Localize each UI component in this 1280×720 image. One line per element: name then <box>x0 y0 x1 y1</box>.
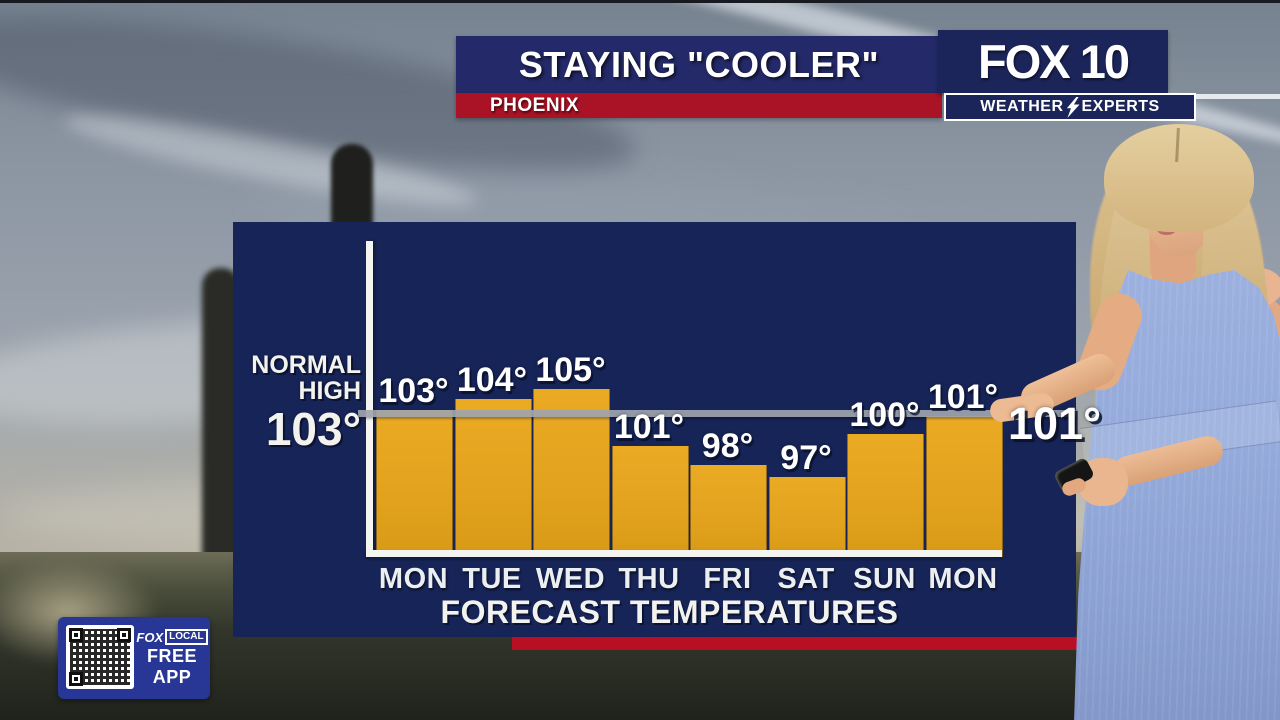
temperature-bar <box>454 399 532 557</box>
day-axis-label: SAT <box>777 563 835 595</box>
bar-value-label: 103° <box>378 372 449 410</box>
fox-local-app-badge: FOX LOCAL FREE APP <box>58 617 210 699</box>
tagline-weather: WEATHER <box>980 98 1064 115</box>
locator-text: PHOENIX <box>490 94 580 116</box>
temperature-bar <box>768 477 846 557</box>
header-accent-line <box>1196 94 1280 99</box>
lower-third-red-strip <box>512 637 1280 650</box>
weather-experts-box: WEATHER EXPERTS <box>944 93 1196 121</box>
bar-value-label: 101° <box>613 408 685 446</box>
bar-value-label: 105° <box>535 351 606 389</box>
qr-finder-square <box>69 672 83 686</box>
temperature-bar <box>847 434 924 557</box>
day-axis-label: THU <box>618 563 680 595</box>
temperature-bar <box>690 465 767 557</box>
locator-banner: PHOENIX <box>456 93 942 118</box>
temperature-bar <box>533 389 610 557</box>
day-axis-label: SUN <box>853 563 916 595</box>
headline-text: STAYING "COOLER" <box>518 43 880 85</box>
tagline-experts: EXPERTS <box>1081 98 1160 115</box>
temperature-bar <box>925 416 1003 557</box>
headline-banner: STAYING "COOLER" <box>456 36 942 93</box>
tree-silhouette <box>1150 470 1280 720</box>
bar-value-label: 97° <box>780 439 832 477</box>
frame-top-edge <box>0 0 1280 3</box>
normal-high-line2: HIGH <box>298 377 362 405</box>
chart-title: FORECAST TEMPERATURES <box>440 594 899 630</box>
qr-finder-square <box>117 628 131 642</box>
forecast-chart-panel: NORMAL HIGH 103° 103° MON 104° TUE 105° WED 10… <box>233 222 1076 637</box>
normal-high-value: 103° <box>265 403 361 455</box>
day-axis-label: WED <box>535 563 606 595</box>
station-logo-box: FOX 10 <box>938 30 1168 93</box>
day-axis-label: FRI <box>703 563 752 595</box>
bars-layer: 103° MON 104° TUE 105° WED 101° THU 98° FRI 97° SAT… <box>233 222 1076 637</box>
bar-value-label: 101° <box>927 378 999 416</box>
badge-free-text: FREE <box>146 646 197 666</box>
temperature-bar <box>376 410 453 557</box>
x-axis-baseline <box>366 550 1002 557</box>
day-axis-label: MON <box>378 563 449 595</box>
lightning-bolt-icon <box>1066 96 1080 118</box>
saguaro-cactus-silhouette <box>331 144 373 236</box>
normal-high-label: NORMAL HIGH 103° <box>239 351 362 455</box>
bar-value-label: 100° <box>849 396 920 434</box>
fox-local-logo: FOX LOCAL <box>136 629 208 645</box>
fox-local-logo-local: LOCAL <box>165 629 208 645</box>
day-axis-label: MON <box>928 563 998 595</box>
normal-high-reference-line <box>358 410 1076 417</box>
station-logo-text: FOX 10 <box>978 35 1130 88</box>
overflow-temperature-label: 101° <box>1008 398 1102 449</box>
fox-local-logo-fox: FOX <box>136 629 164 645</box>
bar-value-label: 98° <box>701 427 754 465</box>
y-axis-line <box>366 241 373 553</box>
badge-app-text: APP <box>152 667 192 687</box>
bar-value-label: 104° <box>456 361 528 399</box>
qr-code <box>66 625 134 689</box>
badge-text-column: FOX LOCAL FREE APP <box>136 622 208 694</box>
day-axis-label: TUE <box>462 563 522 595</box>
qr-finder-square <box>69 628 83 642</box>
normal-high-line1: NORMAL <box>251 351 361 379</box>
temperature-bar <box>611 446 689 557</box>
